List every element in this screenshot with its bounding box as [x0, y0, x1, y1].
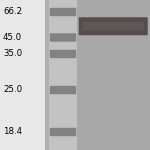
Bar — [50, 0, 76, 150]
FancyBboxPatch shape — [50, 8, 76, 16]
FancyBboxPatch shape — [50, 86, 76, 94]
Bar — [45, 0, 150, 150]
Text: 18.4: 18.4 — [3, 128, 22, 136]
FancyBboxPatch shape — [50, 50, 76, 58]
FancyBboxPatch shape — [50, 33, 76, 42]
Bar — [76, 0, 150, 150]
Text: 45.0: 45.0 — [3, 33, 22, 42]
Text: 35.0: 35.0 — [3, 50, 22, 58]
Text: 25.0: 25.0 — [3, 85, 22, 94]
FancyBboxPatch shape — [79, 17, 148, 35]
FancyBboxPatch shape — [82, 22, 144, 30]
Text: 66.2: 66.2 — [3, 8, 22, 16]
FancyBboxPatch shape — [50, 128, 76, 136]
